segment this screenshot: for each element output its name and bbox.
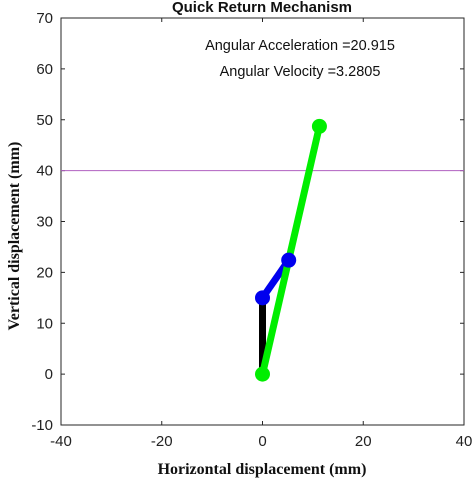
slotted-lever-link [259,125,323,375]
y-tick-label: 40 [36,163,53,180]
y-tick-label: 50 [36,112,53,129]
y-tick-label: -10 [31,417,53,434]
tick-labels: -40 -20 0 20 40 -10 0 10 20 30 40 50 60 70 [31,10,472,450]
joint-marker [255,290,270,306]
angular-acceleration-label: Angular Acceleration =20.915 [205,38,395,54]
joints [255,118,327,382]
plot-area [60,17,465,426]
angular-velocity-label: Angular Velocity =3.2805 [220,64,381,80]
x-tick-label: 40 [456,433,473,450]
x-tick-label: -20 [151,433,173,450]
y-axis-title: Vertical displacement (mm) [6,142,23,331]
joint-marker [281,252,297,268]
y-tick-label: 10 [36,315,53,332]
joint-marker [311,118,327,134]
x-axis-title: Horizontal displacement (mm) [158,461,367,478]
y-tick-label: 70 [36,10,53,27]
y-tick-label: 30 [36,214,53,231]
y-tick-label: 20 [36,264,53,281]
chart-title: Quick Return Mechanism [172,0,352,16]
x-tick-label: 20 [355,433,372,450]
joint-marker [255,366,270,382]
y-tick-label: 60 [36,61,53,78]
y-tick-label: 0 [45,366,53,383]
x-tick-label: -40 [50,433,72,450]
x-tick-label: 0 [258,433,266,450]
links [259,125,323,375]
